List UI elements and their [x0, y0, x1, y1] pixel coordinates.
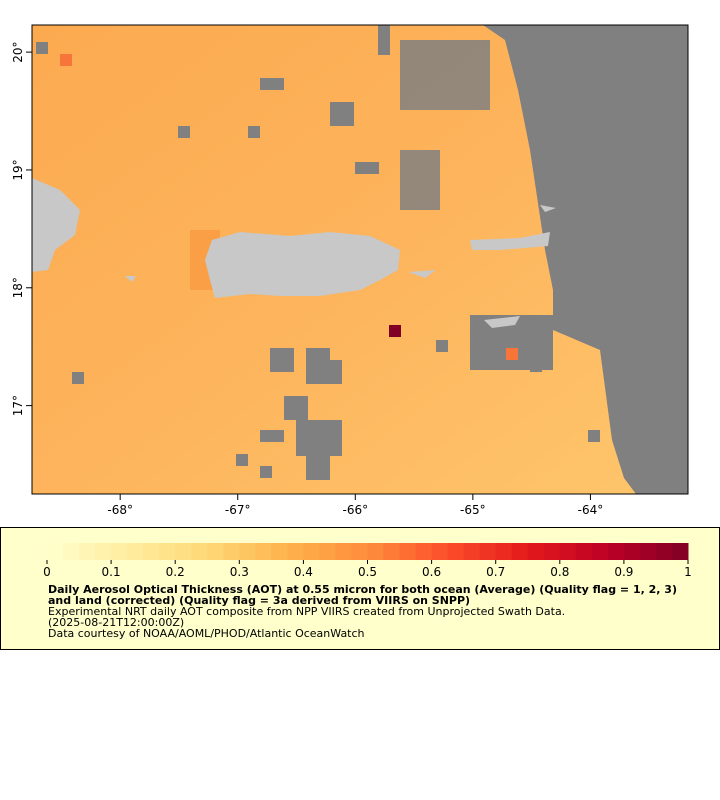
colorbar-segment	[335, 543, 352, 560]
caption-line: Data courtesy of NOAA/AOML/PHOD/Atlantic…	[48, 627, 365, 640]
map-frame	[31, 24, 689, 495]
y-tick-label: 18°	[11, 277, 25, 298]
y-tick-label: 20°	[11, 41, 25, 62]
colorbar-segment	[543, 543, 561, 560]
x-tick-label: -66°	[342, 503, 368, 517]
caption: Daily Aerosol Optical Thickness (AOT) at…	[48, 584, 688, 639]
colorbar-segment	[191, 543, 208, 560]
colorbar-segment	[495, 543, 513, 560]
colorbar-tick-label: 0.3	[230, 565, 249, 579]
colorbar-segment	[383, 543, 401, 560]
colorbar-segment	[367, 543, 385, 560]
colorbar-segment	[527, 543, 545, 560]
colorbar-segment	[303, 543, 320, 560]
caption-line: Experimental NRT daily AOT composite fro…	[48, 605, 566, 618]
colorbar-segment	[415, 543, 433, 560]
colorbar-tick-label: 0.8	[550, 565, 569, 579]
caption-title: Daily Aerosol Optical Thickness (AOT) at…	[48, 583, 677, 607]
colorbar-segment	[559, 543, 577, 560]
x-tick-label: -68°	[107, 503, 133, 517]
x-tick-label: -67°	[225, 503, 251, 517]
map-raster	[32, 25, 688, 494]
colorbar-segment	[671, 543, 689, 560]
caption-line: (2025-08-21T12:00:00Z)	[48, 616, 185, 629]
colorbar-segment	[319, 543, 336, 560]
colorbar-tick-label: 0.2	[166, 565, 185, 579]
colorbar-segment	[399, 543, 417, 560]
colorbar-segment	[127, 543, 144, 560]
colorbar-segment	[511, 543, 529, 560]
colorbar-segment	[207, 543, 224, 560]
colorbar-segment	[655, 543, 673, 560]
colorbar-segment	[63, 543, 80, 560]
colorbar-tick-label: 0.9	[614, 565, 633, 579]
x-tick-label: -64°	[578, 503, 604, 517]
colorbar-segment	[271, 543, 288, 560]
colorbar-segment	[79, 543, 96, 560]
colorbar-segment	[351, 543, 368, 560]
colorbar-segment	[463, 543, 481, 560]
colorbar-segment	[479, 543, 497, 560]
colorbar-segment	[175, 543, 192, 560]
colorbar-segment	[239, 543, 256, 560]
colorbar-segment	[111, 543, 128, 560]
colorbar-segment	[95, 543, 112, 560]
colorbar-segment	[607, 543, 625, 560]
colorbar-segment	[287, 543, 304, 560]
colorbar-tick-label: 0.5	[358, 565, 377, 579]
colorbar-segment	[639, 543, 657, 560]
y-tick-label: 17°	[11, 395, 25, 416]
colorbar-tick-label: 0.1	[102, 565, 121, 579]
colorbar-tick-label: 1	[684, 565, 692, 579]
colorbar-segment	[143, 543, 160, 560]
colorbar-segment	[47, 543, 64, 560]
colorbar-tick-label: 0.7	[486, 565, 505, 579]
colorbar-segment	[623, 543, 641, 560]
colorbar-tick-label: 0.6	[422, 565, 441, 579]
colorbar-segment	[591, 543, 609, 560]
colorbar-segment	[431, 543, 449, 560]
colorbar-segment	[255, 543, 272, 560]
colorbar-tick-label: 0.4	[294, 565, 313, 579]
colorbar-segment	[575, 543, 593, 560]
y-tick-label: 19°	[11, 159, 25, 180]
x-tick-label: -65°	[460, 503, 486, 517]
colorbar-segment	[223, 543, 240, 560]
colorbar-segment	[159, 543, 176, 560]
colorbar-segment	[447, 543, 465, 560]
colorbar-tick-label: 0	[43, 565, 51, 579]
